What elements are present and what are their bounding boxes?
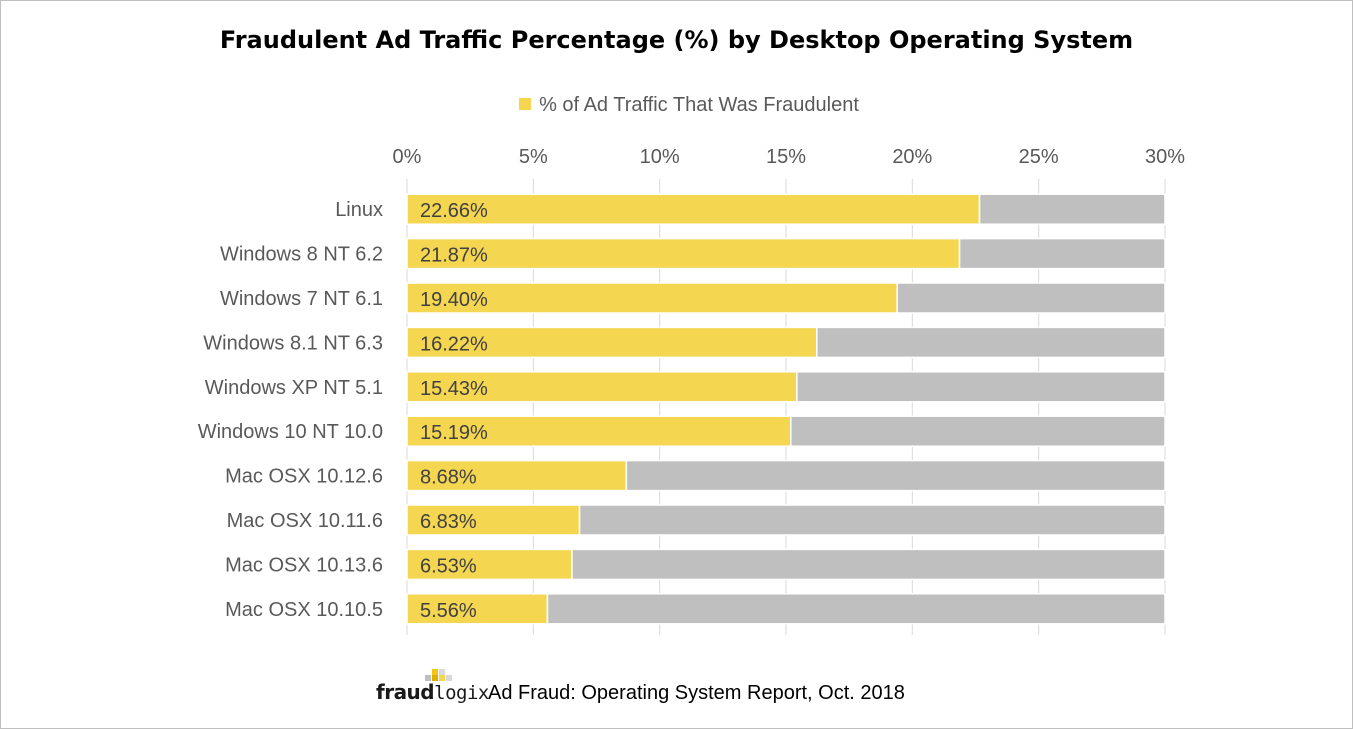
legend-label: % of Ad Traffic That Was Fraudulent	[539, 94, 859, 116]
bar-remainder	[578, 504, 1166, 536]
x-tick-label: 15%	[766, 146, 806, 168]
x-tick-label: 20%	[892, 146, 932, 168]
fraudlogix-logo: fraudlogix	[376, 669, 489, 705]
chart-title: Fraudulent Ad Traffic Percentage (%) by …	[219, 26, 1134, 54]
bar-remainder	[896, 282, 1166, 314]
y-category-label: Windows 8.1 NT 6.3	[203, 332, 383, 354]
data-label: 15.43%	[420, 378, 488, 400]
bar-remainder	[546, 593, 1166, 625]
bar-fraud	[406, 415, 792, 447]
y-category-label: Windows 10 NT 10.0	[198, 421, 383, 443]
data-label: 6.83%	[420, 511, 477, 533]
bar-fraud	[406, 193, 981, 225]
bar-remainder	[958, 237, 1166, 270]
x-tick-label: 10%	[640, 146, 680, 168]
bar-fraud	[406, 326, 818, 359]
data-label: 21.87%	[420, 245, 488, 267]
footer: fraudlogix Ad Fraud: Operating System Re…	[376, 665, 905, 705]
data-label: 22.66%	[420, 200, 488, 222]
x-tick-label: 25%	[1019, 146, 1059, 168]
bar-fraud	[406, 282, 898, 314]
chart-legend: % of Ad Traffic That Was Fraudulent	[0, 94, 1353, 117]
bar-remainder	[790, 415, 1166, 447]
y-category-label: Windows XP NT 5.1	[205, 377, 383, 399]
logo-wordmark: fraudlogix	[376, 680, 489, 704]
x-tick-label: 5%	[519, 146, 548, 168]
data-label: 15.19%	[420, 422, 488, 444]
footer-caption: Ad Fraud: Operating System Report, Oct. …	[488, 682, 905, 704]
bar-remainder	[571, 548, 1166, 581]
x-tick-label: 30%	[1145, 146, 1185, 168]
legend-swatch	[519, 98, 532, 110]
bar-fraud	[406, 459, 628, 492]
y-category-label: Mac OSX 10.12.6	[225, 466, 383, 488]
data-label: 6.53%	[420, 555, 477, 577]
bar-remainder	[625, 459, 1166, 492]
bar-fraud	[406, 237, 961, 270]
bar-remainder	[796, 371, 1166, 403]
data-label: 16.22%	[420, 333, 488, 355]
y-category-label: Linux	[335, 199, 383, 221]
bar-fraud	[406, 371, 798, 403]
y-category-label: Windows 7 NT 6.1	[220, 288, 383, 310]
bar-fraud	[406, 593, 549, 625]
y-category-label: Mac OSX 10.10.5	[225, 599, 383, 621]
logo-squares-icon	[425, 669, 455, 681]
y-category-label: Mac OSX 10.13.6	[225, 554, 383, 576]
data-label: 8.68%	[420, 467, 477, 489]
bar-fraud	[406, 548, 573, 581]
x-tick-label: 0%	[393, 146, 422, 168]
data-label: 5.56%	[420, 600, 477, 622]
bar-remainder	[978, 193, 1166, 225]
y-category-label: Mac OSX 10.11.6	[227, 510, 383, 532]
data-label: 19.40%	[420, 289, 488, 311]
bar-remainder	[816, 326, 1166, 359]
y-category-label: Windows 8 NT 6.2	[220, 244, 383, 266]
